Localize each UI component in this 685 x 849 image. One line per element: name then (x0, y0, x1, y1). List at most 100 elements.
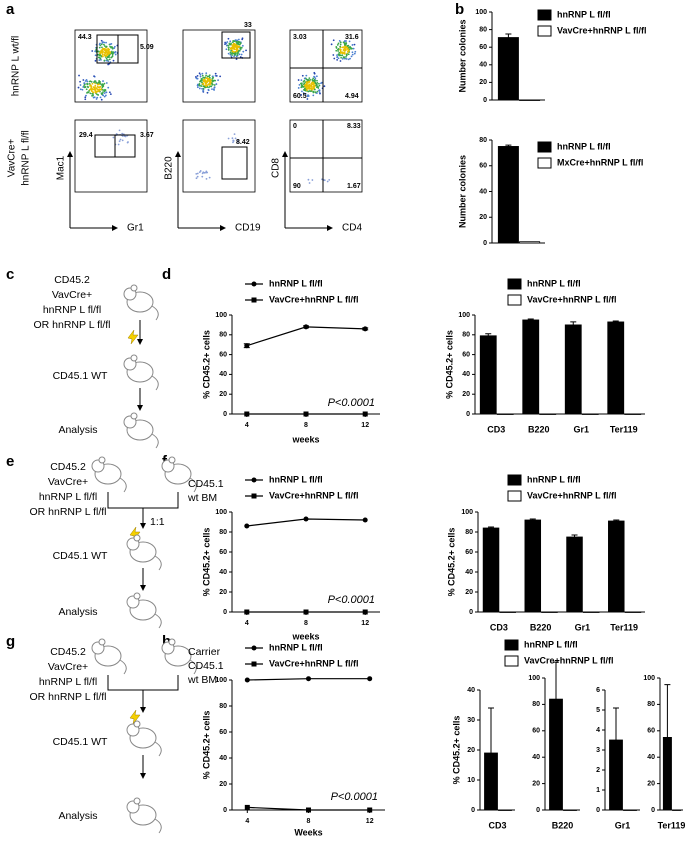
y-tick-label: 4 (596, 727, 600, 734)
flow-event (88, 82, 91, 85)
diagram-label: VavCre+ (52, 289, 92, 301)
diagram-label: OR hnRNP L fl/fl (29, 691, 106, 703)
flow-event (102, 43, 105, 46)
flow-event (201, 78, 203, 80)
flow-event (110, 51, 113, 54)
flow-event (206, 91, 209, 94)
flow-x-label: CD4 (342, 223, 362, 234)
flow-event (307, 94, 309, 97)
flow-event (101, 46, 103, 49)
flow-event (96, 85, 99, 88)
x-tick-label: Gr1 (615, 820, 631, 830)
y-tick-label: 6 (596, 687, 600, 694)
y-tick-label: 60 (219, 351, 227, 358)
flow-event (342, 41, 345, 44)
flow-event (315, 75, 318, 78)
flow-event (317, 87, 320, 89)
flow-event (108, 91, 111, 94)
flow-event (203, 80, 206, 83)
flow-event (102, 94, 105, 97)
flow-event (347, 50, 350, 53)
y-tick-label: 60 (479, 44, 487, 51)
flow-event (108, 58, 111, 61)
marker (303, 516, 309, 522)
flow-event (344, 40, 346, 42)
bar (566, 536, 583, 613)
y-axis-label: % CD45.2+ cells (451, 716, 461, 785)
flow-event (198, 72, 201, 75)
flow-plot-frame (289, 119, 363, 193)
flow-event (102, 48, 105, 51)
mouse-tail (151, 375, 159, 391)
flow-event (93, 75, 95, 78)
x-tick-label: Ter119 (658, 820, 685, 830)
flow-event (339, 43, 342, 46)
flow-event (207, 78, 210, 81)
panel-letter: g (6, 633, 15, 650)
flow-event (203, 86, 206, 88)
gate-value: 4.94 (345, 93, 359, 100)
gate-value: 5.09 (140, 44, 154, 51)
legend-swatch (507, 294, 522, 306)
flow-event (323, 85, 326, 88)
x-tick-label: 4 (245, 620, 249, 627)
flow-event (233, 44, 236, 47)
marker (244, 411, 250, 417)
mouse-ear (133, 592, 141, 600)
flow-event (211, 83, 214, 86)
flow-event (100, 50, 102, 52)
flow-event (307, 79, 310, 82)
flow-event (338, 51, 341, 54)
flow-event (114, 50, 117, 53)
flow-event (300, 86, 303, 89)
flow-event (297, 87, 300, 89)
flow-event (346, 46, 349, 49)
flow-event (121, 135, 124, 137)
flow-y-label: B220 (164, 156, 175, 180)
x-tick-label: 4 (245, 422, 249, 429)
bar (608, 520, 625, 613)
error-bar (488, 707, 494, 753)
flow-event (109, 43, 112, 46)
flow-event (312, 91, 315, 94)
flow-event (225, 48, 228, 51)
flow-event (239, 47, 242, 50)
flow-event (201, 81, 203, 84)
mouse-ear (168, 638, 176, 646)
flow-event (89, 92, 92, 95)
flow-event (101, 41, 104, 44)
y-tick-label: 60 (219, 549, 227, 556)
flow-event (99, 54, 102, 57)
flow-event (308, 83, 311, 86)
irradiation (129, 709, 141, 725)
y-tick-label: 80 (647, 701, 655, 708)
flow-event (212, 80, 215, 82)
flow-event (105, 46, 107, 48)
flow-event (342, 56, 345, 59)
flow-event (102, 85, 105, 88)
gate-value: 44.3 (78, 34, 92, 41)
flow-event (98, 86, 101, 89)
flow-event (118, 140, 121, 143)
flow-event (211, 88, 213, 90)
flow-event (227, 52, 230, 55)
flow-event (353, 43, 356, 46)
flow-event (199, 75, 202, 78)
y-tick-label: 30 (467, 717, 475, 724)
diagram-label: wt BM (187, 674, 217, 686)
mouse-ear (168, 456, 176, 464)
diagram-label: CD45.1 WT (53, 550, 108, 562)
flow-event (90, 90, 93, 92)
flow-event (205, 171, 207, 174)
flow-event (214, 79, 217, 82)
flow-event (344, 43, 347, 46)
legend-swatch (504, 639, 519, 651)
legend-swatch (507, 490, 522, 502)
legend-label: hnRNP L fl/fl (527, 474, 581, 484)
mouse-ear (130, 284, 138, 292)
flow-event (338, 53, 341, 56)
y-tick-label: 80 (479, 137, 487, 144)
flow-event (90, 87, 93, 89)
flow-event (101, 92, 104, 95)
flow-event (196, 83, 199, 86)
